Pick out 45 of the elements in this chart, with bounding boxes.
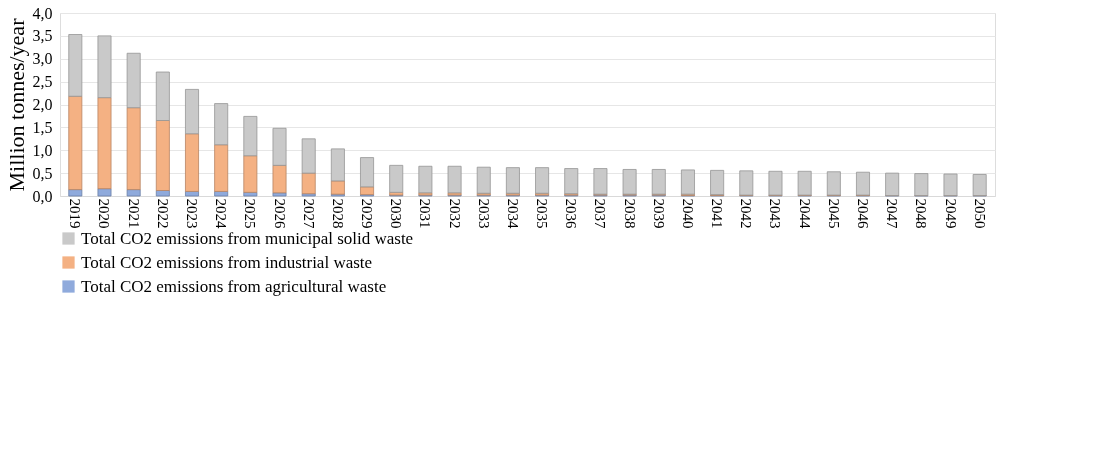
- y-tick-label: 2,0: [32, 96, 53, 113]
- x-tick-label: 2040: [679, 198, 696, 229]
- x-tick-label: 2045: [825, 198, 842, 229]
- x-tick-label: 2038: [621, 198, 638, 229]
- x-tick-label: 2034: [504, 198, 521, 229]
- x-tick-label: 2020: [96, 198, 113, 229]
- x-tick-label: 2048: [913, 198, 930, 229]
- x-tick-label: 2028: [329, 198, 346, 229]
- x-tick-label: 2037: [592, 198, 609, 229]
- x-tick-label: 2042: [738, 198, 755, 229]
- x-tick-label: 2047: [884, 198, 901, 229]
- legend-label: Total CO2 emissions from agricultural waste: [81, 276, 387, 296]
- y-tick-label: 3,0: [32, 50, 53, 68]
- x-tick-label: 2031: [417, 198, 434, 229]
- x-tick-label: 2026: [271, 198, 288, 229]
- x-tick-label: 2030: [388, 198, 405, 229]
- legend-label: Total CO2 emissions from municipal solid waste: [81, 228, 414, 248]
- x-tick-label: 2050: [971, 198, 988, 229]
- y-tick-label: 2,5: [32, 73, 53, 91]
- y-tick-label: 4,0: [32, 4, 53, 22]
- x-tick-label: 2033: [475, 198, 492, 229]
- x-tick-label: 2036: [563, 198, 580, 229]
- x-tick-label: 2046: [854, 198, 871, 229]
- x-tick-label: 2035: [534, 198, 551, 229]
- x-tick-label: 2041: [709, 198, 726, 229]
- x-tick-label: 2029: [359, 198, 376, 229]
- x-tick-label: 2019: [67, 198, 84, 229]
- y-tick-label: 3,5: [32, 27, 53, 45]
- legend-label: Total CO2 emissions from industrial waste: [81, 252, 373, 272]
- x-tick-label: 2049: [942, 198, 959, 229]
- x-tick-label: 2023: [184, 198, 201, 229]
- x-tick-label: 2024: [213, 198, 230, 229]
- y-tick-label: 1,5: [32, 118, 53, 136]
- x-tick-label: 2032: [446, 198, 463, 229]
- x-tick-label: 2039: [650, 198, 667, 229]
- y-tick-label: 0,0: [32, 187, 53, 205]
- x-tick-label: 2021: [125, 198, 142, 229]
- x-tick-label: 2044: [796, 198, 813, 229]
- x-tick-label: 2022: [154, 198, 171, 229]
- y-tick-label: 1,0: [32, 141, 53, 159]
- y-axis-title: Million tonnes/year: [3, 17, 29, 192]
- x-tick-label: 2027: [300, 198, 317, 229]
- y-tick-label: 0,5: [32, 164, 53, 182]
- x-tick-label: 2043: [767, 198, 784, 229]
- x-tick-label: 2025: [242, 198, 259, 229]
